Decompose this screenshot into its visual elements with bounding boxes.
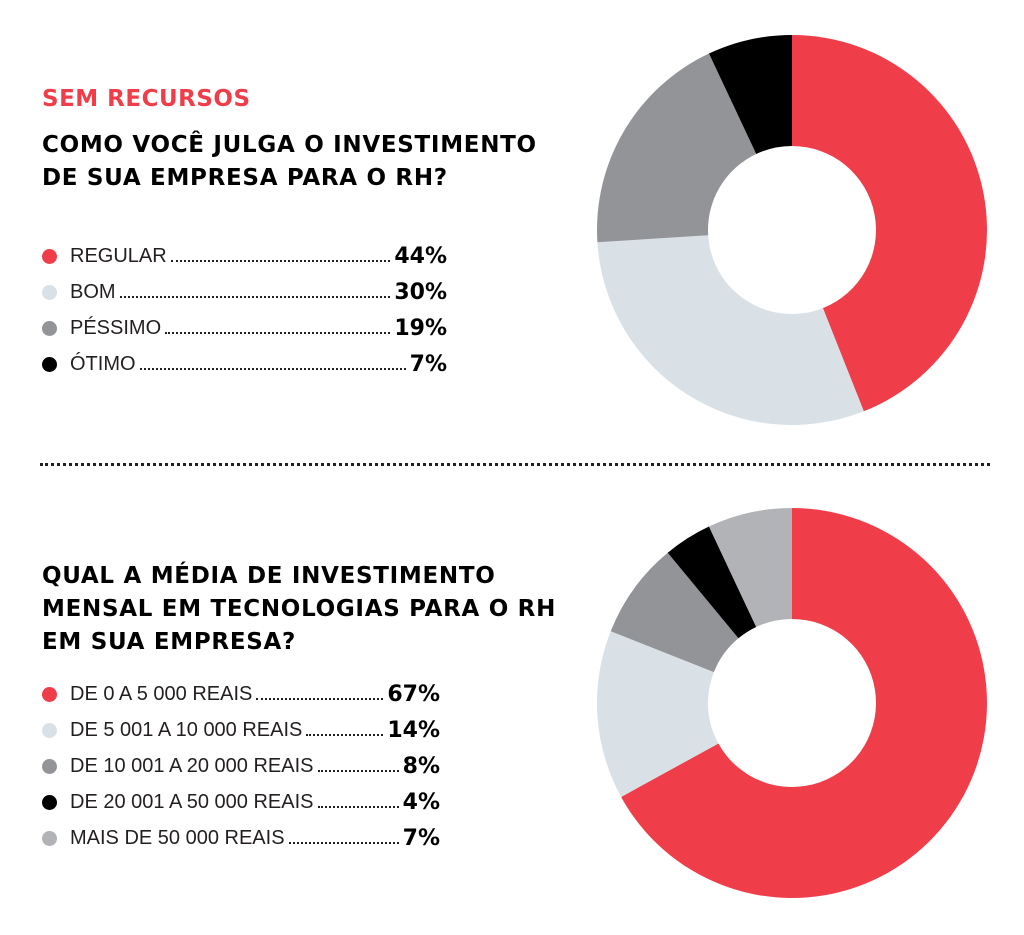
donut-slice-de-5-001-a-10-000-reais <box>597 631 719 797</box>
legend-dot <box>42 248 57 264</box>
donut-slice-de-10-001-a-20-000-reais <box>610 552 739 673</box>
dotted-leader <box>317 806 399 808</box>
legend-value: 19% <box>394 315 447 341</box>
legend-label: ÓTIMO <box>70 352 136 375</box>
legend-dot <box>42 758 57 774</box>
legend-item-5001-10000: DE 5 001 A 10 000 REAIS 14% <box>42 712 440 748</box>
legend-item-regular: REGULAR 44% <box>42 238 447 274</box>
legend-dot <box>42 356 57 372</box>
legend-label: DE 20 001 A 50 000 REAIS <box>70 790 314 813</box>
legend-value: 44% <box>394 243 447 269</box>
dotted-leader <box>165 332 391 334</box>
donut-slice--timo <box>708 35 792 154</box>
legend-item-50000-plus: MAIS DE 50 000 REAIS 7% <box>42 820 440 856</box>
legend-label: PÉSSIMO <box>70 316 162 339</box>
dotted-leader <box>288 842 399 844</box>
donut-slice-regular <box>792 35 988 412</box>
legend-value: 7% <box>409 351 447 377</box>
section-divider <box>40 463 990 466</box>
legend-value: 4% <box>402 789 440 815</box>
dotted-leader <box>139 368 406 370</box>
chart-2-legend: DE 0 A 5 000 REAIS 67% DE 5 001 A 10 000… <box>42 676 462 856</box>
legend-label: BOM <box>70 280 116 303</box>
legend-item-0-5000: DE 0 A 5 000 REAIS 67% <box>42 676 440 712</box>
legend-label: DE 10 001 A 20 000 REAIS <box>70 754 314 777</box>
dotted-leader <box>170 260 391 262</box>
legend-label: MAIS DE 50 000 REAIS <box>70 826 285 849</box>
legend-dot <box>42 722 57 738</box>
section-kicker: SEM RECURSOS <box>42 86 251 112</box>
chart-2-title: QUAL A MÉDIA DE INVESTIMENTO MENSAL EM T… <box>42 563 557 655</box>
donut-slice-de-20-001-a-50-000-reais <box>667 526 757 639</box>
legend-value: 8% <box>402 753 440 779</box>
legend-dot <box>42 284 57 300</box>
legend-dot <box>42 686 57 702</box>
dotted-leader <box>317 770 399 772</box>
donut-slice-de-0-a-5-000-reais <box>621 508 987 898</box>
donut-slice-mais-de-50-000-reais <box>708 508 792 627</box>
legend-dot <box>42 320 57 336</box>
legend-value: 67% <box>387 681 440 707</box>
legend-label: DE 0 A 5 000 REAIS <box>70 682 253 705</box>
chart-1-legend: REGULAR 44% BOM 30% PÉSSIMO 19% ÓTIMO 7% <box>42 238 462 382</box>
legend-label: DE 5 001 A 10 000 REAIS <box>70 718 303 741</box>
legend-dot <box>42 794 57 810</box>
legend-value: 7% <box>402 825 440 851</box>
legend-item-10001-20000: DE 10 001 A 20 000 REAIS 8% <box>42 748 440 784</box>
donut-chart-1 <box>597 35 988 426</box>
legend-item-20001-50000: DE 20 001 A 50 000 REAIS 4% <box>42 784 440 820</box>
donut-slice-bom <box>597 235 864 426</box>
legend-value: 14% <box>387 717 440 743</box>
legend-item-bom: BOM 30% <box>42 274 447 310</box>
dotted-leader <box>256 698 384 700</box>
legend-item-otimo: ÓTIMO 7% <box>42 346 447 382</box>
dotted-leader <box>119 296 391 298</box>
legend-value: 30% <box>394 279 447 305</box>
legend-dot <box>42 830 57 846</box>
donut-slice-p-ssimo <box>597 53 757 243</box>
chart-1-title: COMO VOCÊ JULGA O INVESTIMENTO DE SUA EM… <box>42 132 537 191</box>
legend-label: REGULAR <box>70 244 167 267</box>
dotted-leader <box>306 734 384 736</box>
legend-item-pessimo: PÉSSIMO 19% <box>42 310 447 346</box>
donut-chart-2 <box>597 508 987 898</box>
